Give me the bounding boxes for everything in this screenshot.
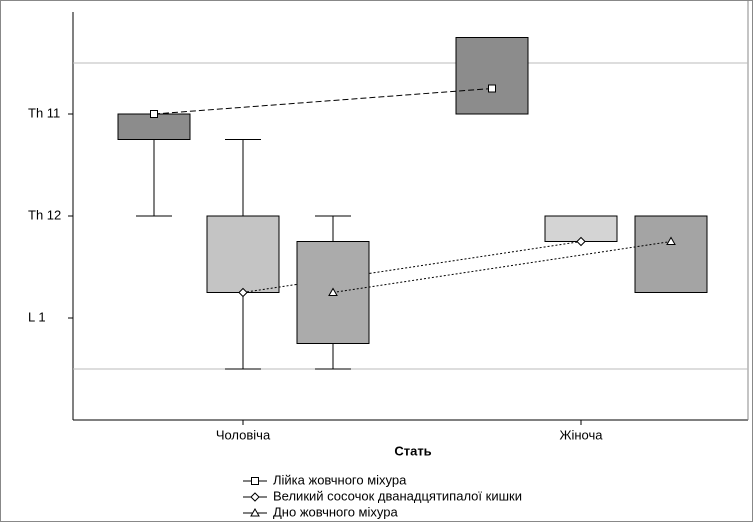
box: [206, 215, 280, 293]
legend-marker: [251, 477, 259, 485]
mid-marker: [150, 110, 158, 118]
mid-marker: [488, 84, 496, 93]
mid-marker: [576, 236, 586, 247]
legend-label: Великий сосочок дванадцятипалої кишки: [273, 488, 522, 503]
legend-marker: [250, 507, 260, 517]
y-tick-label: Th 11: [28, 105, 60, 120]
x-tick-label: Чоловіча: [216, 427, 271, 442]
box: [117, 113, 191, 140]
x-tick-label: Жіноча: [559, 427, 603, 442]
mid-marker: [238, 287, 248, 298]
mid-line: [242, 241, 582, 293]
mid-line: [153, 88, 493, 115]
y-tick-label: Th 12: [28, 207, 61, 222]
mid-marker: [328, 287, 338, 296]
mid-marker: [666, 236, 676, 245]
legend-marker: [250, 492, 260, 502]
box: [455, 37, 529, 115]
legend-label: Дно жовчного міхура: [273, 504, 398, 519]
x-axis-label: Стать: [394, 443, 431, 458]
box: [634, 215, 708, 293]
legend-label: Лійка жовчного міхура: [273, 472, 407, 487]
mid-line: [332, 241, 672, 293]
y-tick-label: L 1: [28, 309, 46, 324]
